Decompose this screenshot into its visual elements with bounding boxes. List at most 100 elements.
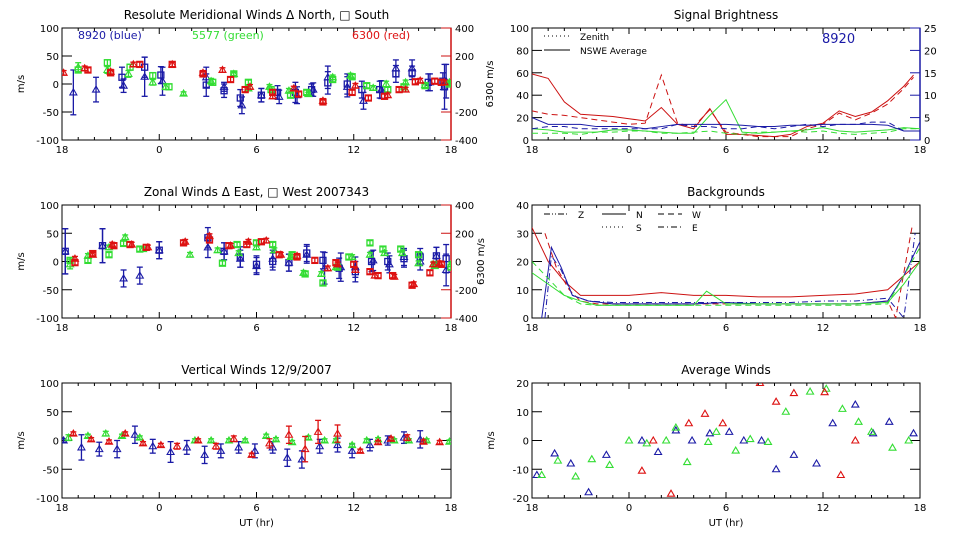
data-point-square [363,82,371,90]
data-point-triangle [653,447,663,456]
y-tick-label: -50 [43,465,59,476]
chart-title: Vertical Winds 12/9/2007 [181,363,332,377]
y-tick-label: -50 [43,286,59,297]
data-point-square [384,257,392,266]
data-point-square [408,69,416,77]
data-point-square [157,71,165,79]
data-point-triangle [268,442,278,451]
y-tick-label: 100 [40,201,59,212]
x-tick-label: 12 [347,145,360,156]
y2-axis-label: 6300 m/s [485,61,496,108]
data-point-square [269,257,277,266]
data-point-triangle [571,471,581,480]
y-tick-label: 40 [516,91,529,102]
data-point-triangle [252,242,261,251]
y-tick-label: 0 [53,437,59,448]
data-point-square [236,253,244,261]
series-8920 [532,399,918,496]
data-layer [532,383,918,497]
data-point-triangle [289,83,299,92]
data-point-square [301,270,309,278]
y2-tick-label: -200 [455,286,478,297]
data-point-triangle [128,59,138,68]
x-tick-label: 0 [626,145,632,156]
y-tick-label: 100 [40,379,59,390]
series-line [532,98,920,134]
data-point-square [379,245,387,253]
data-point-triangle [648,435,658,444]
y-tick-label: -100 [36,314,59,325]
data-point-triangle [269,245,279,254]
data-point-triangle [234,442,244,451]
data-point-square [294,90,303,98]
x-tick-label: 0 [156,503,162,514]
y2-tick-label: 5 [924,114,930,125]
x-tick-label: 18 [445,323,458,334]
x-tick-label: 18 [526,503,539,514]
series-5577-n [532,261,920,306]
data-point-triangle [282,453,292,461]
data-point-triangle [350,81,360,89]
data-point-square [243,240,251,249]
series-line [544,233,916,318]
y2-tick-label: 15 [924,69,937,80]
series-6300-north [62,59,449,104]
series-8920-e [544,233,916,318]
data-point-triangle [661,435,671,444]
series-6300-w [544,227,913,318]
data-point-triangle [711,427,721,435]
data-point-triangle [566,458,576,467]
series-8920-south [118,56,449,110]
data-point-square [303,249,311,257]
series-6300-west [71,236,445,289]
data-point-triangle [104,437,114,445]
data-point-triangle [182,442,192,451]
plot-frame [61,27,452,141]
data-point-triangle [671,422,681,431]
data-point-triangle [112,444,122,453]
data-point-triangle [297,454,307,463]
x-tick-label: 6 [723,503,729,514]
data-point-triangle [401,85,411,93]
data-point-triangle [444,437,451,445]
x-tick-label: 18 [914,145,927,156]
y-axis-label: m/s [16,75,27,93]
x-tick-label: 6 [253,145,259,156]
data-point-triangle [229,434,239,442]
data-point-triangle [724,427,734,435]
data-point-triangle [587,454,597,463]
x-tick-label: 18 [56,323,69,334]
chart-title: Zonal Winds Δ East, □ West 2007343 [144,185,369,199]
data-point-triangle [265,438,274,447]
data-point-square [303,88,311,97]
y-tick-label: 0 [53,80,59,91]
y-tick-label: 60 [516,69,529,80]
x-tick-label: 12 [817,503,830,514]
series-line [532,73,914,138]
data-point-square [275,251,283,259]
series-8920-zenith [62,425,425,469]
y-axis-label: m/s [486,431,497,449]
data-point-triangle [836,470,846,479]
data-point-triangle [812,458,821,467]
y2-tick-label: 400 [455,24,474,35]
data-point-triangle [365,440,375,449]
data-point-triangle [350,265,360,274]
annotation-label: 6300 (red) [352,29,410,42]
data-point-square [319,256,327,265]
y2-tick-label: 0 [455,80,461,91]
data-point-square [71,258,79,267]
data-point-square [199,70,207,78]
x-tick-label: 18 [914,323,927,334]
data-point-triangle [682,457,692,466]
y2-tick-label: 0 [924,136,930,147]
data-point-triangle [601,450,611,458]
data-point-triangle [781,407,791,415]
data-point-triangle [757,435,767,444]
data-point-triangle [637,466,647,474]
chart-average: Average Winds 18 0 6 12 18 UT (hr) -20 -10 0 10 20 m… [486,363,926,529]
annotation-label: 5577 (green) [192,29,264,42]
data-point-square [348,88,356,97]
data-point-triangle [203,242,213,251]
x-tick-label: 18 [445,145,458,156]
